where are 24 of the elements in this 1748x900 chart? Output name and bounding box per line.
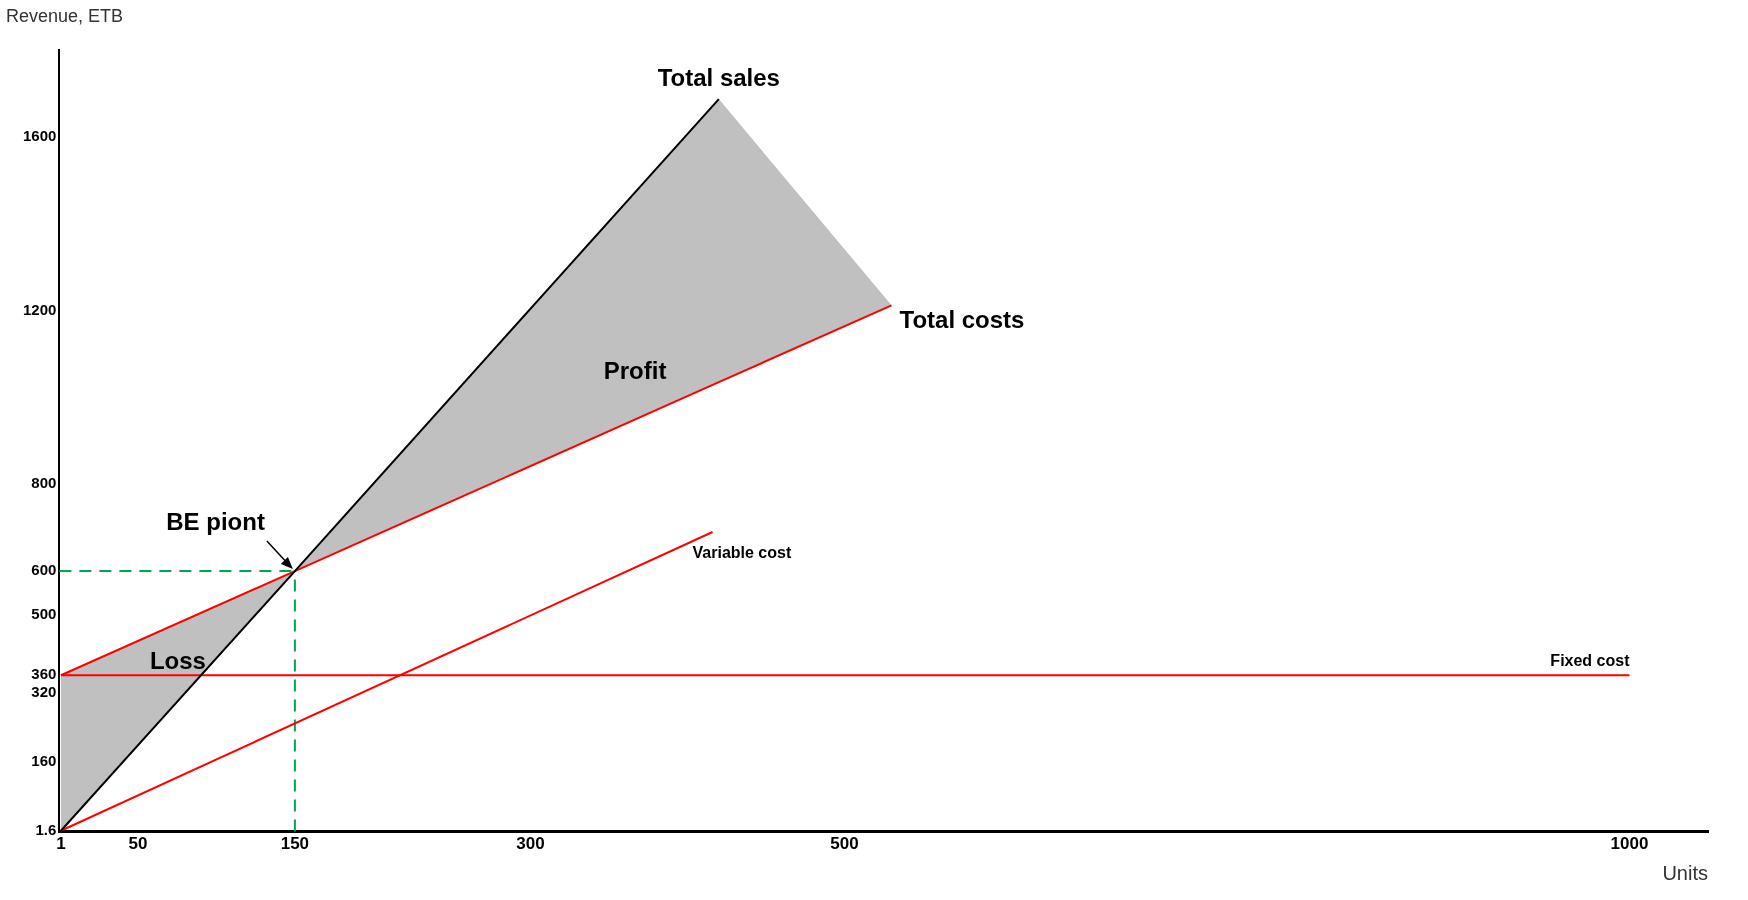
y-tick-label: 1200 [22, 300, 57, 318]
annotation: BE piont [166, 507, 265, 535]
x-tick-label: 1 [56, 834, 66, 854]
annotation: Profit [603, 356, 667, 384]
x-tick-label: 1000 [1610, 834, 1649, 854]
series-label: Total costs [899, 305, 1025, 333]
y-axis-title: Revenue, ETB [6, 5, 124, 26]
series-label: Variable cost [692, 544, 792, 562]
x-tick-label: 500 [830, 834, 859, 854]
x-axis-title: Units [1662, 861, 1708, 884]
y-tick-label: 360 [31, 665, 57, 683]
x-tick-label: 300 [516, 834, 545, 854]
y-tick-label: 160 [31, 752, 57, 770]
x-tick-label: 50 [128, 834, 148, 854]
y-tick-label: 320 [31, 682, 57, 700]
y-tick-label: 600 [31, 561, 57, 579]
y-tick-label: 1.6 [35, 821, 57, 839]
y-tick-label: 800 [31, 474, 57, 492]
x-tick-label: 150 [280, 834, 310, 854]
annotation: Loss [149, 646, 206, 674]
series-label: Total sales [657, 63, 780, 91]
y-tick-label: 500 [31, 604, 57, 622]
y-tick-label: 1600 [22, 126, 57, 144]
series-label: Fixed cost [1550, 651, 1631, 669]
